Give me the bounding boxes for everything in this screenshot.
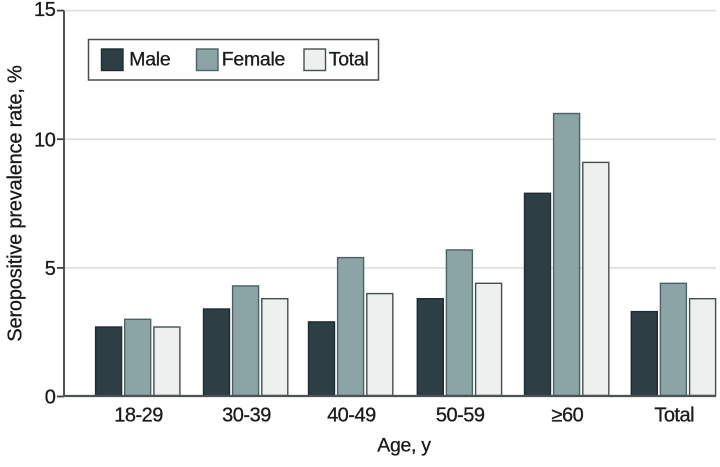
svg-text:10: 10 <box>34 129 56 151</box>
svg-text:0: 0 <box>45 387 56 409</box>
svg-text:≥60: ≥60 <box>552 404 584 426</box>
svg-text:50-59: 50-59 <box>436 404 485 426</box>
svg-text:Total: Total <box>654 404 694 426</box>
svg-text:Seropositive prevalence rate,: Seropositive prevalence rate, % <box>5 65 27 342</box>
svg-text:5: 5 <box>45 258 56 280</box>
svg-text:40-49: 40-49 <box>327 404 376 426</box>
svg-text:30-39: 30-39 <box>222 404 271 426</box>
svg-text:Male: Male <box>129 49 170 71</box>
svg-text:Female: Female <box>222 49 285 71</box>
svg-text:Age, y: Age, y <box>377 435 431 457</box>
svg-text:Total: Total <box>329 49 369 71</box>
svg-text:15: 15 <box>34 0 56 21</box>
svg-text:18-29: 18-29 <box>114 404 163 426</box>
